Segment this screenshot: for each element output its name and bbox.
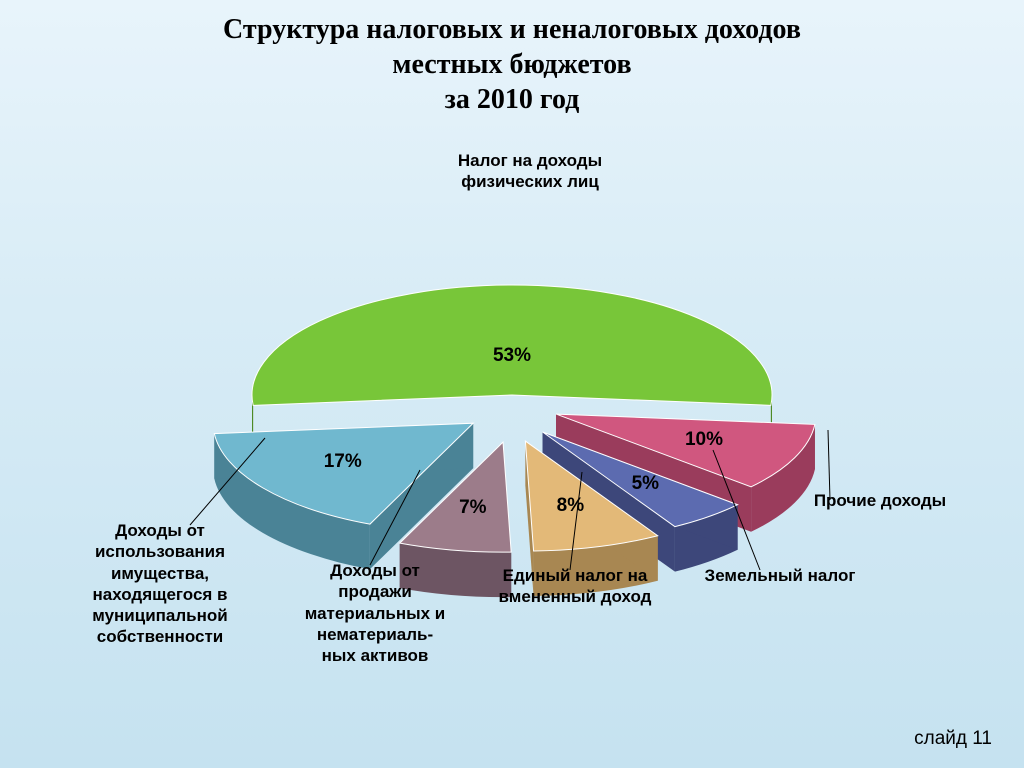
pie-chart: 53% 10% 5% 8% 7% 17% Налог на доходыфизических… (0, 120, 1024, 720)
pct-label-ndfl: 53% (487, 345, 537, 367)
title-line2: местных бюджетов (392, 49, 631, 80)
pct-label-property: 17% (318, 451, 368, 473)
category-label-envd: Единый налог навмененный доход (475, 565, 675, 608)
category-label-ndfl: Налог на доходыфизических лиц (400, 150, 660, 193)
category-label-asset_sale: Доходы отпродажиматериальных инематериал… (275, 560, 475, 666)
category-label-property: Доходы отиспользованияимущества,находяще… (55, 520, 265, 648)
pct-label-other: 10% (679, 429, 729, 451)
category-label-land: Земельный налог (695, 565, 865, 586)
slide-number-text: слайд 11 (914, 728, 992, 749)
pct-label-asset_sale: 7% (448, 497, 498, 519)
pct-label-envd: 8% (545, 495, 595, 517)
pct-label-land: 5% (620, 473, 670, 495)
category-label-other: Прочие доходы (790, 490, 970, 511)
slide-title: Структура налоговых и неналоговых доходо… (0, 12, 1024, 117)
title-line1: Структура налоговых и неналоговых доходо… (223, 14, 801, 45)
title-line3: за 2010 год (445, 84, 580, 115)
slide-number: слайд 11 (914, 728, 992, 750)
